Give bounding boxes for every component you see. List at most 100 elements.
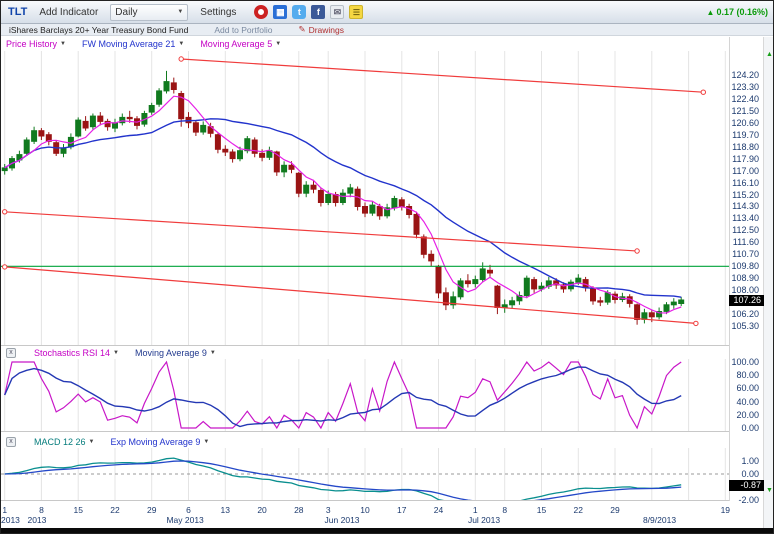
trendline-drawings[interactable]	[1, 56, 729, 327]
chevron-down-icon: ▼	[178, 41, 185, 47]
week-tick-label: 13	[220, 505, 231, 515]
close-icon[interactable]: x	[6, 436, 16, 447]
gridlines	[4, 359, 726, 431]
price-axis-label: 124.20	[731, 69, 759, 80]
main-chart-header: Price History ▼ FW Moving Average 21 ▼ M…	[1, 37, 729, 51]
price-history-label: Price History	[6, 39, 58, 49]
scroll-up-icon[interactable]: ▲	[766, 51, 773, 58]
price-axis-label: 121.50	[731, 105, 759, 116]
chevron-down-icon: ▼	[60, 41, 66, 47]
stochastics-dropdown[interactable]: Stochastics RSI 14 ▼	[34, 348, 119, 358]
candlesticks	[1, 70, 685, 325]
stochastics-header: x Stochastics RSI 14 ▼ Moving Average 9 …	[1, 346, 729, 359]
settings-button[interactable]: Settings	[200, 6, 237, 18]
macd-value-badge: -0.87	[729, 479, 764, 491]
week-tick-label: 10	[360, 505, 370, 515]
share-icon[interactable]: ✉	[330, 5, 345, 19]
record-icon[interactable]	[254, 5, 269, 19]
facebook-icon[interactable]: f	[311, 5, 326, 19]
month-label: 8/9/2013	[642, 515, 677, 525]
price-chart[interactable]	[1, 51, 729, 346]
chevron-down-icon: ▼	[209, 349, 216, 356]
stoch-axis-label: 60.00	[736, 383, 759, 394]
price-axis-label: 113.40	[732, 213, 759, 224]
ma5-dropdown[interactable]: Moving Average 5 ▼	[200, 39, 281, 49]
week-tick-label: 24	[433, 505, 444, 515]
stoch-axis-label: 40.00	[736, 396, 759, 407]
stoch-ma-label: Moving Average 9	[135, 347, 207, 358]
macd-ma-dropdown[interactable]: Exp Moving Average 9 ▼	[110, 437, 209, 447]
scroll-down-icon[interactable]: ▼	[766, 487, 773, 494]
week-tick-label: 17	[397, 505, 407, 515]
stochastics-lines	[4, 360, 682, 430]
price-history-dropdown[interactable]: Price History ▼	[6, 39, 66, 49]
week-tick-label: 8	[502, 505, 508, 515]
twitter-icon[interactable]: t	[292, 5, 307, 19]
month-label: 2013	[27, 515, 47, 525]
week-tick-label: 1	[472, 505, 478, 515]
price-axis-label: 117.90	[732, 153, 759, 164]
drawings-label: Drawings	[308, 24, 345, 35]
close-icon[interactable]: x	[6, 347, 16, 358]
gridlines	[4, 448, 726, 500]
add-indicator-button[interactable]: Add Indicator	[39, 6, 99, 18]
fund-name: iShares Barclays 20+ Year Treasury Bond …	[9, 24, 189, 35]
chart-icon[interactable]: ▦	[273, 5, 288, 19]
price-axis-label: 112.50	[732, 225, 759, 236]
chevron-down-icon: ▼	[203, 438, 210, 445]
month-label: 2013	[1, 515, 20, 525]
week-tick-label: 22	[110, 505, 120, 515]
macd-header: x MACD 12 26 ▼ Exp Moving Average 9 ▼	[1, 435, 729, 448]
subbar: iShares Barclays 20+ Year Treasury Bond …	[1, 24, 773, 36]
week-tick-label: 8	[39, 505, 44, 515]
price-axis	[729, 37, 763, 501]
up-arrow-icon: ▲	[706, 7, 715, 17]
price-axis-label: 118.80	[732, 141, 759, 152]
week-tick-label: 15	[73, 505, 83, 515]
price-axis-label: 105.30	[731, 321, 759, 332]
month-label: May 2013	[166, 515, 204, 525]
macd-ma-label: Exp Moving Average 9	[110, 436, 201, 447]
chevron-down-icon: ▼	[275, 41, 282, 47]
pencil-icon: ✎	[298, 24, 306, 34]
toolbar-icons: ▦ t f ✉ ☰	[254, 5, 364, 19]
drawings-link[interactable]: ✎ Drawings	[298, 24, 344, 35]
gridlines	[4, 51, 726, 345]
week-tick-label: 22	[573, 505, 583, 515]
macd-dropdown[interactable]: MACD 12 26 ▼	[34, 437, 94, 447]
price-axis-label: 119.70	[732, 129, 759, 140]
toolbar: TLT Add Indicator Daily ▼ Settings ▦ t f…	[1, 1, 773, 24]
stochastics-label: Stochastics RSI 14	[34, 347, 111, 358]
symbol-ticker[interactable]: TLT	[8, 6, 28, 18]
price-axis-label: 120.60	[731, 117, 759, 128]
price-axis-label: 122.40	[731, 93, 759, 104]
bottom-bar	[1, 528, 773, 533]
change-text: 0.17 (0.16%)	[716, 7, 768, 17]
macd-label: MACD 12 26	[34, 436, 86, 447]
price-axis-label: 110.70	[732, 249, 759, 260]
macd-axis-label: 0.00	[741, 469, 759, 479]
notes-icon[interactable]: ☰	[349, 5, 364, 19]
price-axis-scrollbar[interactable]: ▲ ▼	[763, 37, 773, 528]
macd-chart[interactable]	[1, 448, 729, 501]
stochastics-chart[interactable]	[1, 359, 729, 432]
price-axis-label: 115.20	[732, 189, 759, 200]
add-to-portfolio-link[interactable]: Add to Portfolio	[214, 24, 273, 35]
price-axis-label: 108.90	[731, 273, 759, 284]
price-axis-label: 116.10	[732, 177, 759, 188]
ma21-dropdown[interactable]: FW Moving Average 21 ▼	[82, 39, 184, 49]
stoch-axis-label: 0.00	[741, 423, 759, 433]
price-axis-label: 108.00	[731, 285, 759, 296]
ma21-label: FW Moving Average 21	[81, 39, 176, 49]
price-axis-label: 114.30	[732, 201, 759, 212]
price-change-indicator: ▲ 0.17 (0.16%)	[707, 7, 768, 17]
week-tick-label: 29	[147, 505, 157, 515]
price-axis-label: 109.80	[731, 261, 759, 272]
time-axis: 1 8 15 22 29 6 13 20 28 3 10 17 24 1 8 15 22 29 19 2013 2013…	[1, 501, 773, 528]
stoch-axis-label: 80.00	[736, 370, 759, 381]
stoch-ma-dropdown[interactable]: Moving Average 9 ▼	[135, 348, 216, 358]
chevron-down-icon: ▼	[113, 349, 119, 356]
ma5-label: Moving Average 5	[200, 39, 273, 49]
timeframe-dropdown[interactable]: Daily ▼	[110, 3, 189, 21]
